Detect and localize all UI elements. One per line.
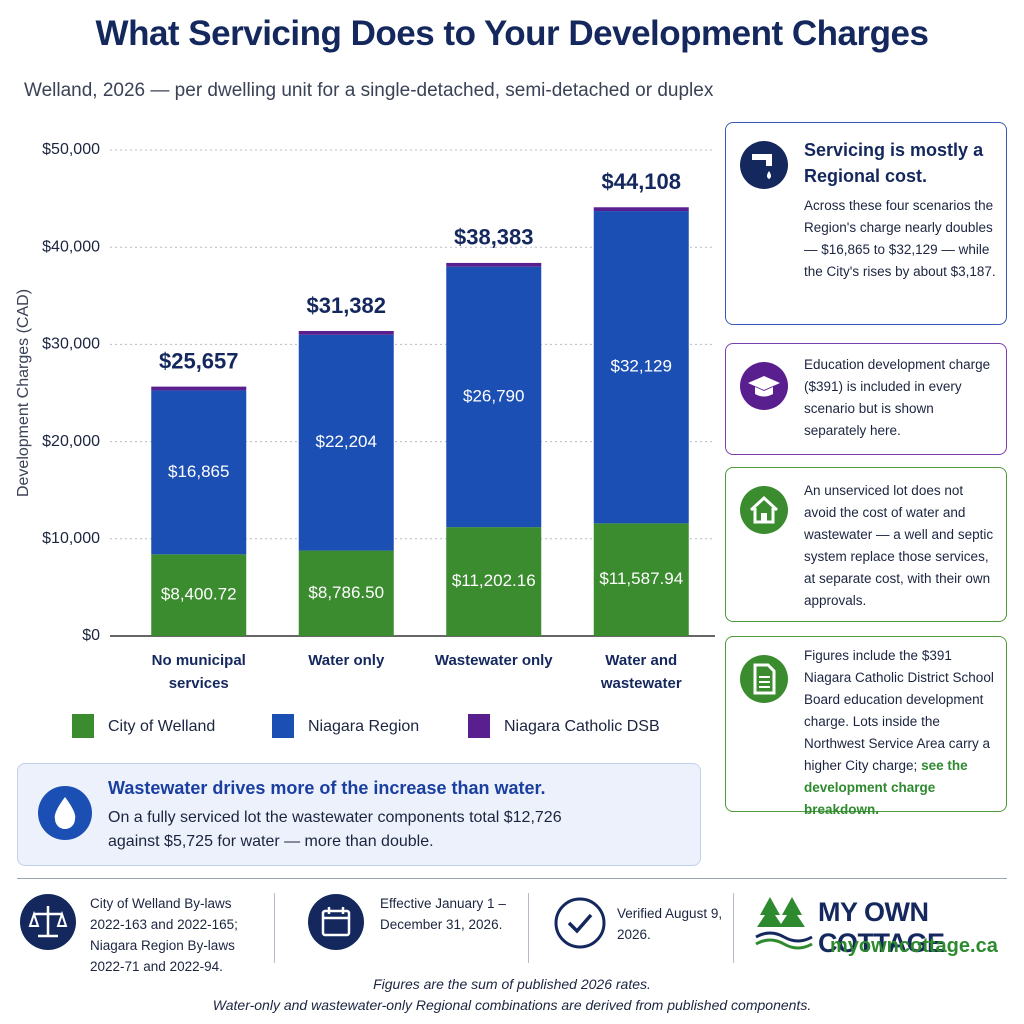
legend-label: Niagara Catholic DSB xyxy=(504,718,660,735)
bar-segment xyxy=(446,262,542,267)
brand-name: MY OWN COTTAGE xyxy=(818,897,945,958)
panel-text: Education development charge ($391) is i… xyxy=(804,357,991,438)
bar-segment xyxy=(446,527,542,636)
y-tick-label: $50,000 xyxy=(42,141,100,158)
value-label: $8,400.72 xyxy=(161,585,237,604)
value-label: $22,204 xyxy=(316,432,377,451)
total-label: $38,383 xyxy=(454,225,534,250)
bar-segment xyxy=(593,207,689,212)
y-tick-label: $10,000 xyxy=(42,530,100,547)
y-tick-label: $40,000 xyxy=(42,238,100,255)
y-tick-label: $0 xyxy=(82,627,100,644)
panel: An unserviced lot does not avoid the cos… xyxy=(725,467,1007,622)
x-tick-label: Water and wastewater xyxy=(600,652,682,692)
icon xyxy=(740,141,788,189)
value-label: $11,587.94 xyxy=(599,569,683,588)
panel: Servicing is mostly a Regional cost. Acro… xyxy=(725,122,1007,325)
bar-segment xyxy=(593,523,689,636)
value-label: $32,129 xyxy=(611,357,672,376)
panel-text: Across these four scenarios the Region's… xyxy=(804,198,996,279)
x-tick-label: No municipal services xyxy=(151,652,246,692)
callout-text: On a fully serviced lot the wastewater c… xyxy=(108,809,562,850)
x-tick-label: Water only xyxy=(308,652,385,669)
bar-segment xyxy=(298,334,394,551)
legend-swatch xyxy=(468,714,490,738)
logo xyxy=(755,897,813,950)
icon xyxy=(740,486,788,534)
bar-segment xyxy=(151,390,247,555)
bar-segment xyxy=(593,211,689,524)
bar-segment xyxy=(298,550,394,636)
icon xyxy=(38,786,92,840)
value-label: $8,786.50 xyxy=(308,583,384,602)
panel: Education development charge ($391) is i… xyxy=(725,343,1007,455)
panel: Figures include the $391 Niagara Catholi… xyxy=(725,636,1007,817)
y-tick-label: $30,000 xyxy=(42,336,100,353)
legend-label: City of Welland xyxy=(108,718,215,735)
footnote: Water-only and wastewater-only Regional … xyxy=(212,997,812,1013)
value-label: $11,202.16 xyxy=(452,571,536,590)
icon xyxy=(740,655,788,703)
callout-title: Wastewater drives more of the increase t… xyxy=(108,778,546,798)
total-label: $31,382 xyxy=(306,293,386,318)
panel-text: Figures include the $391 Niagara Catholi… xyxy=(804,648,994,773)
divider xyxy=(733,893,734,963)
callout: Wastewater drives more of the increase t… xyxy=(17,763,701,866)
value-label: $16,865 xyxy=(168,462,229,481)
legend-label: Niagara Region xyxy=(308,718,419,735)
y-axis-title: Development Charges (CAD) xyxy=(15,289,32,497)
bar-segment xyxy=(151,554,247,636)
brand-url: myowncottage.ca xyxy=(830,935,998,957)
divider xyxy=(528,893,529,963)
bar-segment xyxy=(298,330,394,335)
legend-swatch xyxy=(272,714,294,738)
footer-text: Verified August 9, 2026. xyxy=(617,906,723,942)
breakdown-link[interactable]: see the development charge breakdown. xyxy=(804,758,968,817)
footnote: Figures are the sum of published 2026 ra… xyxy=(373,976,651,992)
icon xyxy=(740,362,788,410)
total-label: $44,108 xyxy=(601,169,681,194)
footer-text: City of Welland By-laws 2022-163 and 202… xyxy=(90,896,238,974)
footer-text: Effective January 1 – December 31, 2026. xyxy=(380,896,506,932)
title: What Servicing Does to Your Development … xyxy=(95,14,929,53)
x-tick-label: Wastewater only xyxy=(434,652,553,669)
divider xyxy=(274,893,275,963)
icon xyxy=(308,894,364,950)
panel-text: An unserviced lot does not avoid the cos… xyxy=(804,483,994,608)
icon xyxy=(20,894,76,950)
panel-title: Servicing is mostly a Regional cost. xyxy=(804,140,984,186)
total-label: $25,657 xyxy=(159,348,239,373)
subtitle: Welland, 2026 — per dwelling unit for a … xyxy=(24,80,714,101)
icon xyxy=(554,897,606,949)
bar-segment xyxy=(151,386,247,391)
y-tick-label: $20,000 xyxy=(42,433,100,450)
legend-swatch xyxy=(72,714,94,738)
divider xyxy=(17,878,1007,879)
chart: $0 $10,000 $20,000 $30,000 $40,000 $50,000 Dev… xyxy=(15,141,715,738)
value-label: $26,790 xyxy=(463,386,524,405)
bar-segment xyxy=(446,266,542,528)
